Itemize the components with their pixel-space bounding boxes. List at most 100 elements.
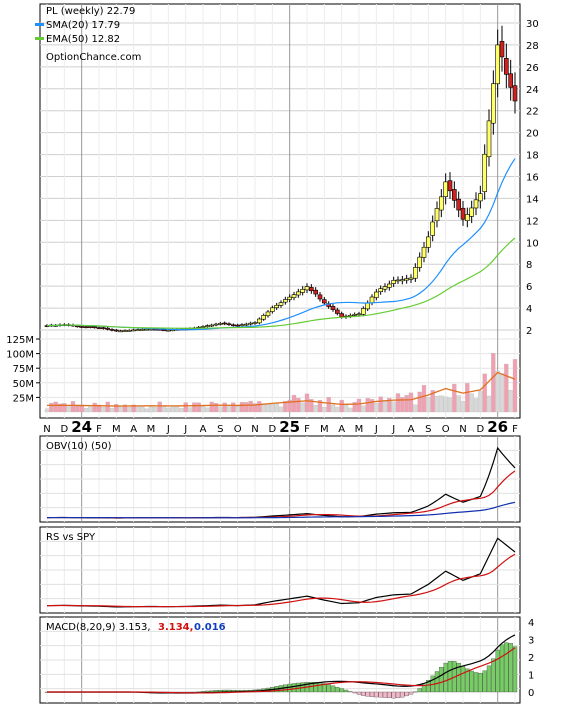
macd-histogram-bar [417, 688, 422, 693]
macd-tick-label: 4 [528, 618, 534, 629]
candle-up [443, 181, 448, 197]
volume-tick-label: 75M [13, 364, 34, 375]
candle-down [512, 85, 518, 102]
volume-bar [140, 406, 145, 413]
month-label: M [147, 424, 156, 435]
volume-bar [148, 406, 154, 413]
macd-histogram-bar [439, 667, 444, 693]
rs-line [46, 537, 516, 608]
volume-bar [512, 359, 518, 413]
volume-bar [361, 405, 366, 413]
price-tick-label: 6 [526, 282, 532, 293]
volume-bar [274, 403, 279, 413]
candle-up [369, 296, 375, 304]
macd-histogram-bar [491, 658, 496, 693]
volume-bar [304, 393, 310, 413]
candle-up [261, 315, 266, 320]
volume-bar [252, 403, 258, 413]
volume-bar [434, 395, 440, 413]
volume-bar [300, 402, 305, 413]
volume-bar [348, 407, 353, 413]
candle-down [330, 306, 336, 310]
volume-bar [426, 397, 431, 413]
candle-down [96, 327, 102, 329]
macd-signal-line [47, 647, 516, 694]
candle-down [322, 299, 327, 304]
candle-up [200, 326, 206, 328]
volume-bar [378, 396, 383, 413]
price-tick-label: 26 [526, 63, 539, 74]
volume-bar [231, 402, 236, 413]
macd-histogram-bar [356, 691, 362, 695]
candle-down [88, 326, 93, 328]
volume-bar [144, 408, 149, 413]
volume-bar [122, 404, 128, 413]
candle-up [140, 329, 145, 331]
month-label: F [304, 424, 310, 435]
volume-bar [356, 398, 362, 413]
month-label: M [355, 424, 364, 435]
macd-histogram-bar [421, 684, 427, 693]
macd-histogram-bar [365, 691, 370, 697]
ema50-line [46, 237, 516, 329]
volume-bar [456, 395, 461, 413]
candle-up [387, 283, 392, 288]
month-label: N [251, 424, 258, 435]
volume-bar [49, 402, 54, 413]
month-label: J [374, 424, 378, 435]
price-tick-label: 18 [526, 151, 539, 162]
volume-bar [205, 407, 210, 413]
macd-histogram-bar [456, 662, 461, 693]
candle-up [213, 323, 219, 326]
macd-histogram-bar [495, 649, 500, 693]
candle-up [248, 322, 253, 325]
volume-bar [465, 383, 470, 413]
macd-histogram-bar [508, 643, 513, 693]
volume-bar [339, 399, 344, 413]
price-tick-label: 24 [526, 85, 539, 96]
volume-bar [109, 407, 115, 413]
month-label: S [425, 424, 431, 435]
volume-bar [200, 405, 206, 413]
candle-up [352, 314, 357, 316]
macd-histogram-bar [322, 683, 327, 693]
candle-down [499, 41, 505, 58]
candle-up [382, 286, 388, 290]
volume-bar [309, 399, 314, 413]
volume-bar [495, 370, 500, 413]
volume-bar [452, 383, 457, 413]
volume-ma-line [46, 371, 516, 407]
candle-up [131, 329, 136, 332]
candle-up [287, 296, 292, 300]
candle-up [209, 324, 214, 327]
candle-up [391, 280, 396, 284]
candle-up [127, 330, 132, 332]
volume-bar [213, 403, 219, 413]
volume-bar [447, 397, 453, 413]
volume-bar [473, 398, 479, 413]
volume-bar [44, 408, 50, 413]
candle-up [291, 294, 297, 298]
candle-down [114, 329, 119, 332]
month-label: O [234, 424, 242, 435]
rs-ma-line [46, 553, 516, 608]
macd-histogram-bar [291, 683, 297, 693]
candle-down [339, 313, 344, 318]
volume-bar [400, 397, 405, 413]
volume-bar [92, 402, 97, 413]
month-label: A [200, 424, 207, 435]
candle-up [430, 221, 435, 236]
macd-histogram-bar [209, 690, 214, 693]
volume-bar [283, 401, 288, 413]
price-tick-label: 14 [526, 194, 539, 205]
macd-tick-label: 1 [528, 671, 534, 682]
month-label: J [183, 424, 187, 435]
macd-histogram-bar [408, 691, 414, 695]
candle-up [300, 288, 305, 293]
macd-histogram-bar [391, 691, 396, 699]
volume-bar [270, 404, 275, 413]
candle-down [92, 326, 97, 329]
month-label: D [268, 424, 276, 435]
macd-histogram-bar [348, 691, 353, 693]
